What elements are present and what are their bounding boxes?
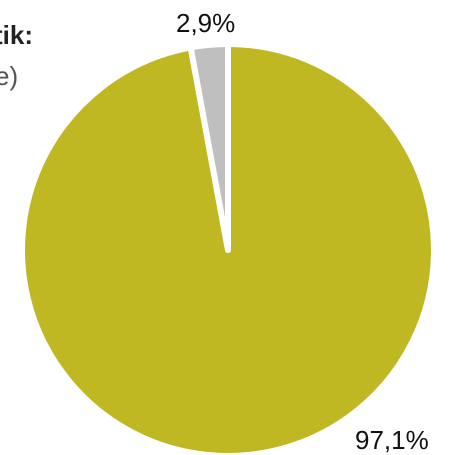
slice-label-major: 97,1% bbox=[355, 425, 429, 455]
pie-slice-major bbox=[19, 41, 437, 455]
slice-label-minor: 2,9% bbox=[176, 8, 235, 38]
pie-slice-minor bbox=[187, 41, 231, 253]
pie-slices bbox=[19, 41, 437, 455]
chart-subtitle: e) bbox=[0, 61, 18, 91]
chart-title: tik: bbox=[0, 20, 33, 50]
